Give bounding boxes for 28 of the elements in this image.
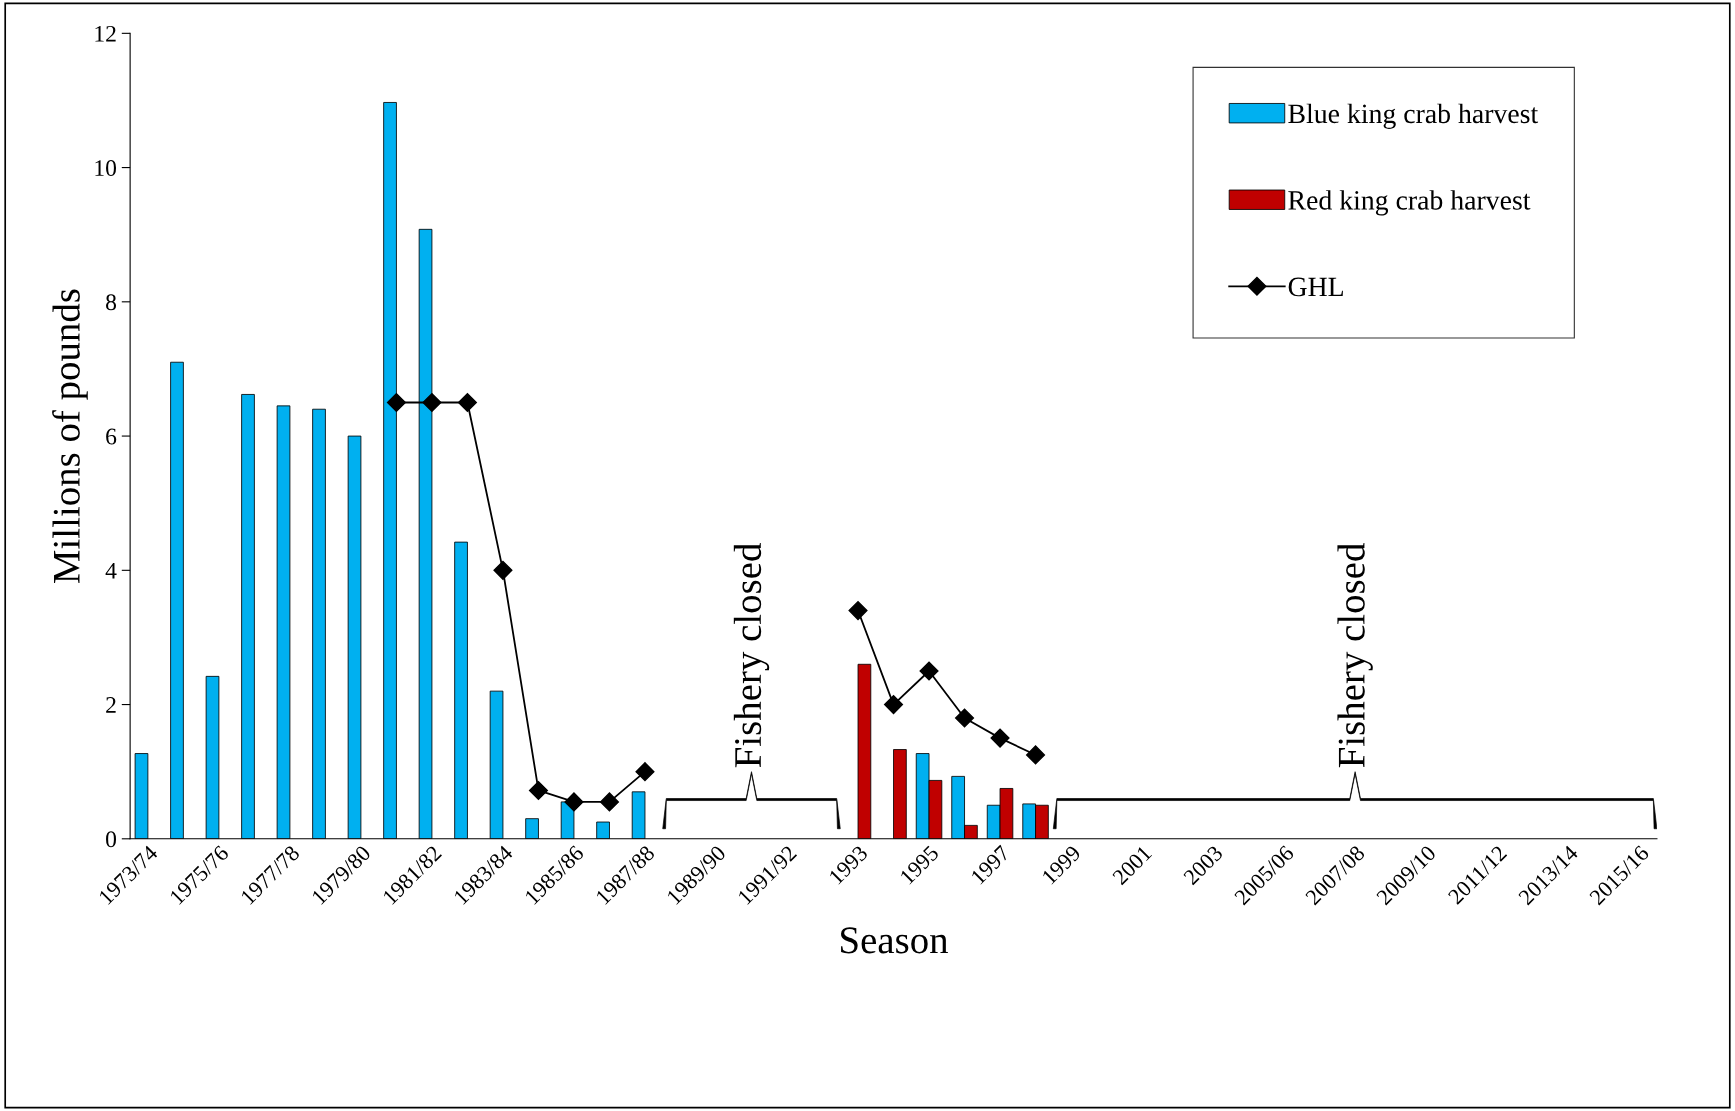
point bbox=[955, 708, 975, 728]
point bbox=[990, 728, 1010, 748]
point bbox=[386, 392, 406, 413]
point bbox=[457, 392, 477, 413]
y-tick-label: 0 bbox=[106, 831, 117, 848]
point bbox=[493, 560, 513, 580]
annotation: Fishery closed bbox=[733, 543, 770, 768]
point bbox=[919, 661, 939, 681]
point bbox=[635, 762, 655, 782]
legend-label: Blue king crab harvest bbox=[1288, 103, 1539, 129]
x-axis-title: Season bbox=[841, 927, 949, 954]
point bbox=[564, 792, 584, 812]
legend-label: GHL bbox=[1288, 277, 1343, 297]
y-tick-label: 2 bbox=[106, 697, 116, 713]
point bbox=[528, 780, 548, 801]
point bbox=[848, 601, 868, 621]
point bbox=[1026, 745, 1046, 765]
y-tick-label: 8 bbox=[106, 294, 117, 311]
legend-label: Red king crab harvest bbox=[1288, 190, 1531, 216]
y-axis-title: Millions of pounds bbox=[52, 289, 88, 583]
point bbox=[883, 695, 904, 715]
point bbox=[422, 392, 442, 413]
y-tick-label: 10 bbox=[95, 160, 117, 176]
y-tick-label: 12 bbox=[95, 25, 116, 42]
annotation: Fishery closed bbox=[1337, 543, 1373, 768]
y-tick-label: 4 bbox=[105, 562, 117, 579]
point bbox=[599, 792, 620, 812]
y-tick-label: 6 bbox=[106, 428, 117, 445]
